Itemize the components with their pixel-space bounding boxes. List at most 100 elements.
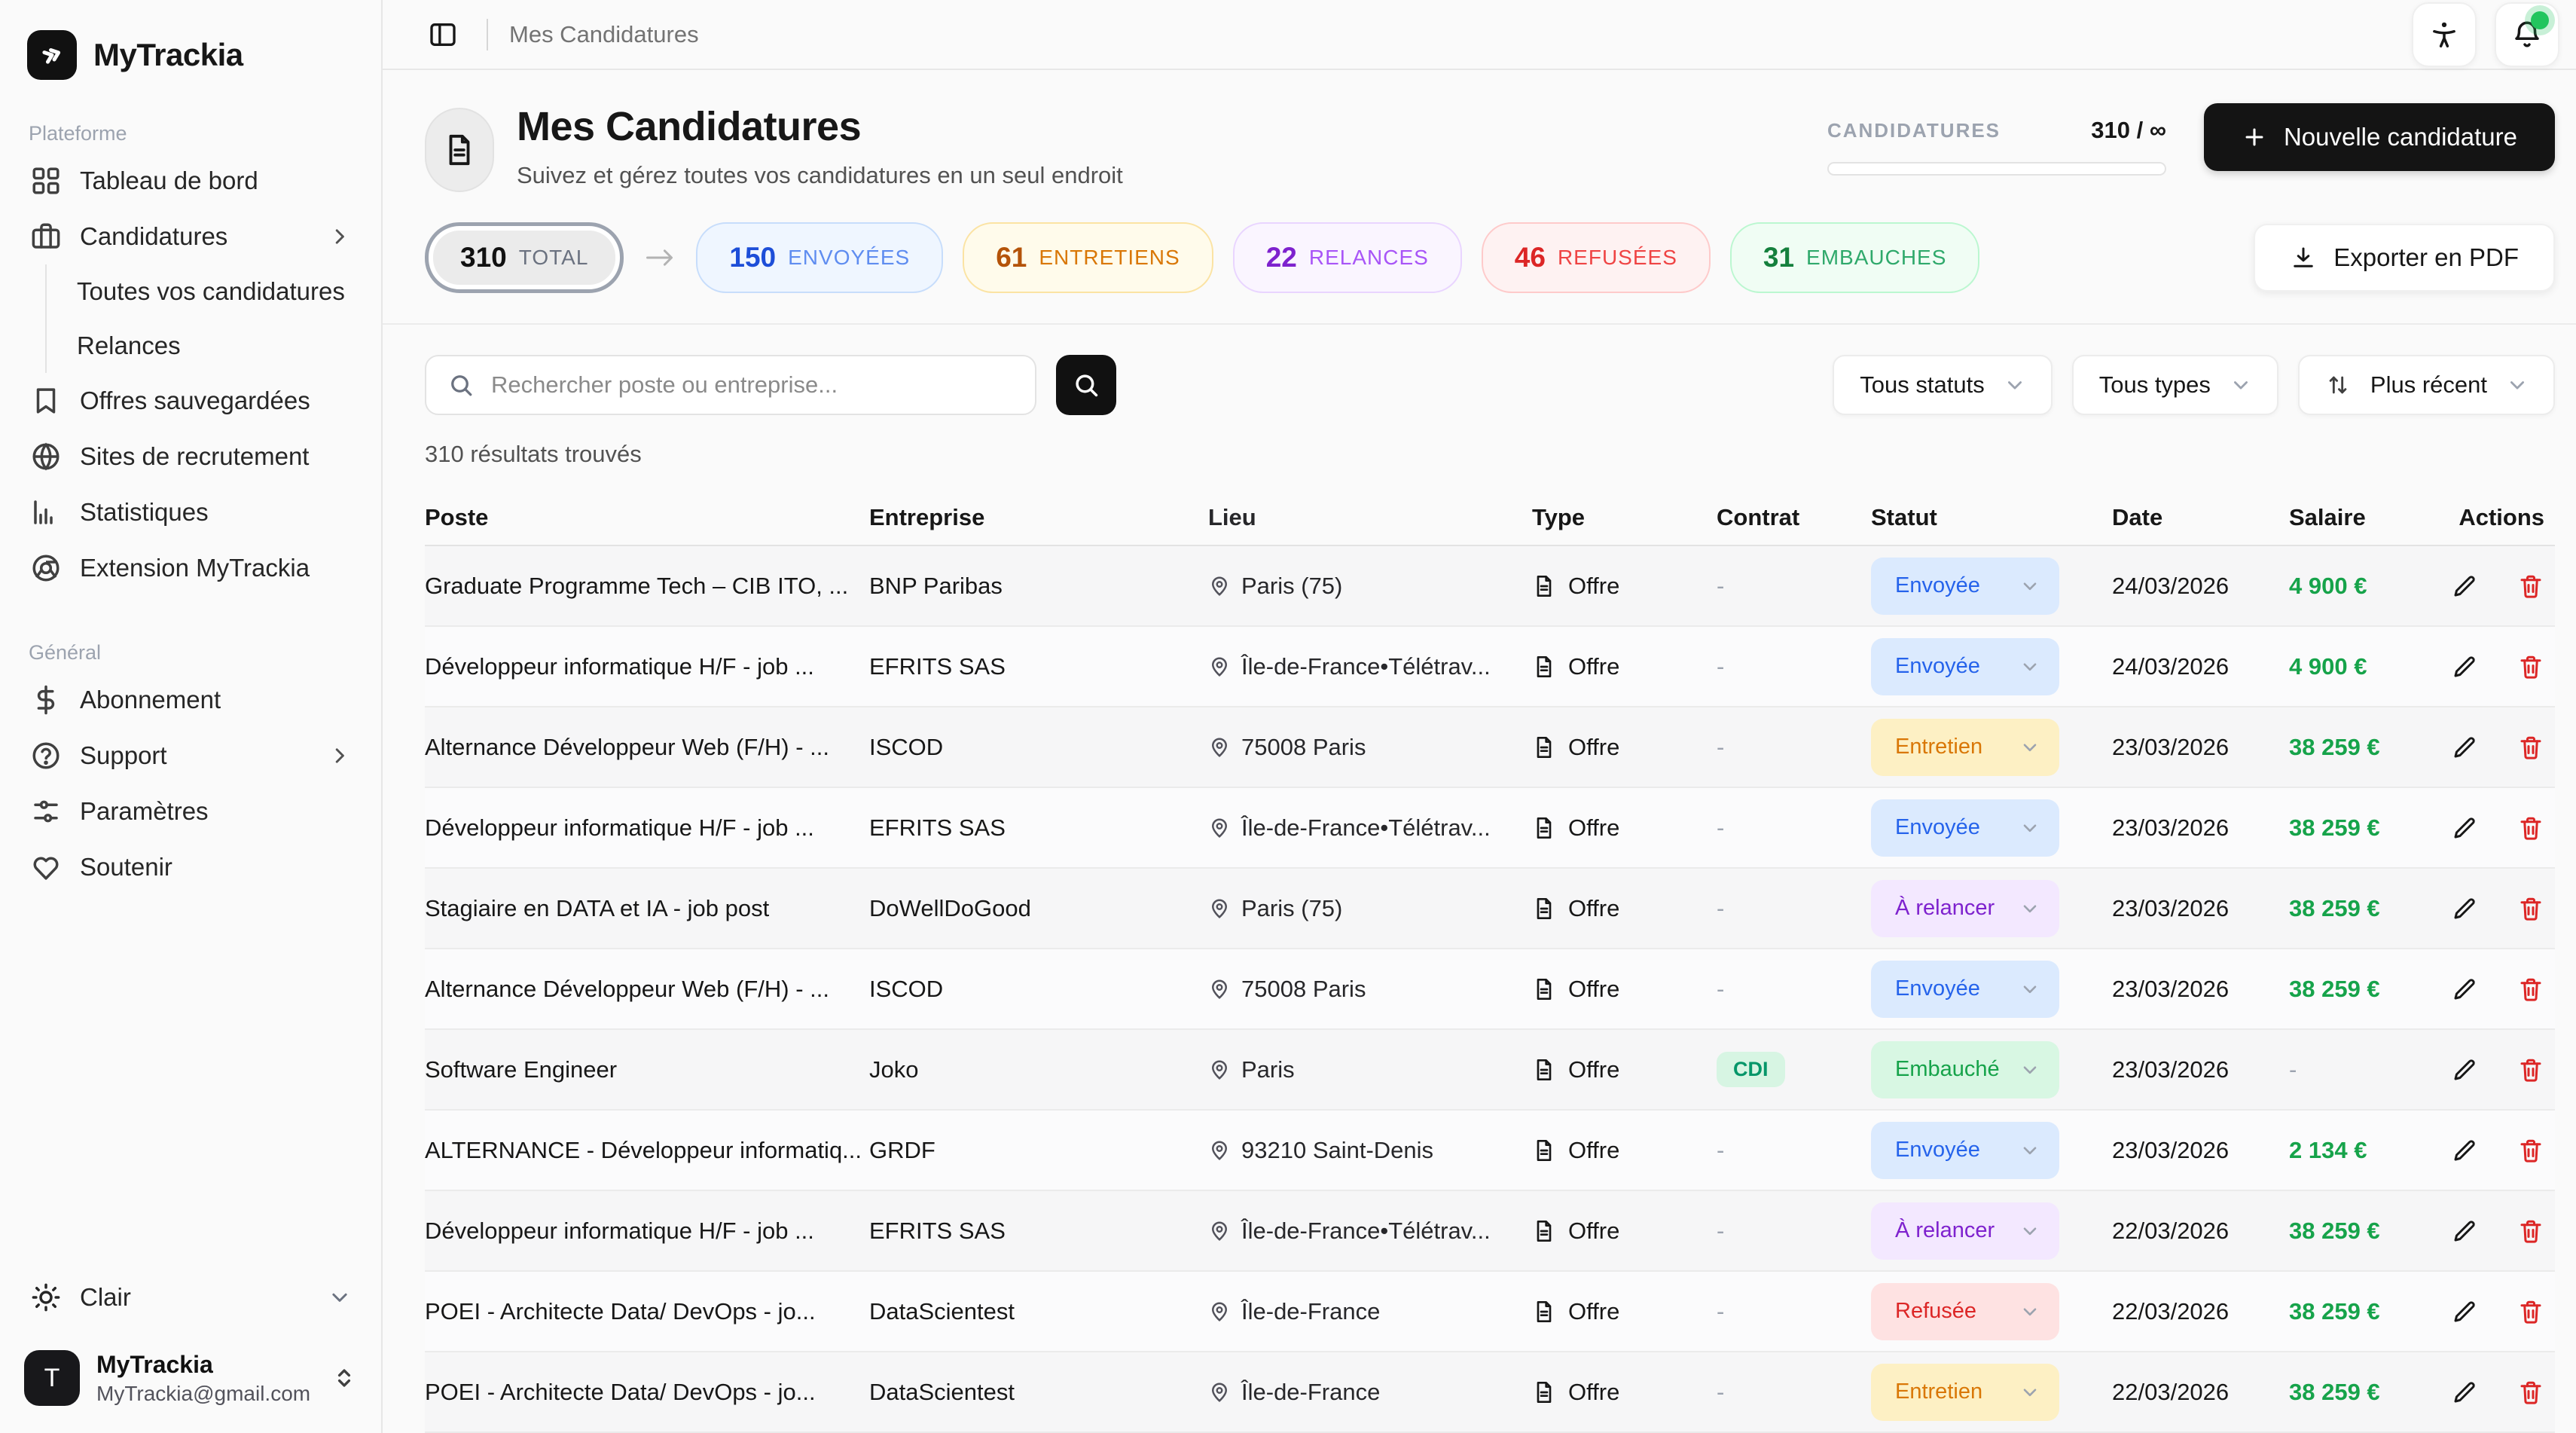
file-icon [1532, 897, 1556, 921]
edit-button[interactable] [2451, 653, 2478, 680]
table-row[interactable]: POEI - Architecte Data/ DevOps - jo... D… [425, 1272, 2555, 1352]
type-filter-select[interactable]: Tous types [2071, 355, 2278, 415]
map-pin-icon [1208, 1220, 1231, 1242]
theme-toggle[interactable]: Clair [18, 1269, 363, 1326]
cell-poste: Graduate Programme Tech – CIB ITO, ... [425, 572, 849, 599]
sidebar-item-dashboard[interactable]: Tableau de bord [18, 153, 363, 209]
edit-button[interactable] [2451, 734, 2478, 761]
accessibility-button[interactable] [2412, 2, 2477, 67]
table-row[interactable]: Software Engineer Joko Paris Offre CDI E… [425, 1030, 2555, 1111]
table-row[interactable]: Développeur informatique H/F - job ... E… [425, 788, 2555, 869]
status-dropdown[interactable]: Envoyée [1871, 799, 2059, 857]
edit-button[interactable] [2451, 1379, 2478, 1406]
sidebar-item-toutes-candidatures[interactable]: Toutes vos candidatures [77, 277, 345, 305]
applications-table: Poste Entreprise Lieu Type Contrat Statu… [425, 490, 2555, 1433]
delete-button[interactable] [2517, 1056, 2544, 1083]
status-dropdown[interactable]: Embauché [1871, 1040, 2059, 1098]
quota-label: CANDIDATURES [1827, 118, 2001, 142]
table-row[interactable]: Développeur informatique H/F - job ... E… [425, 627, 2555, 707]
status-dropdown[interactable]: À relancer [1871, 879, 2059, 937]
cell-statut: Embauché [1871, 1040, 2112, 1098]
cell-actions [2451, 1137, 2555, 1164]
sidebar-item-support[interactable]: Support [18, 728, 363, 784]
status-dropdown[interactable]: Entretien [1871, 1363, 2059, 1421]
chevron-down-icon [2004, 374, 2025, 396]
delete-button[interactable] [2517, 1137, 2544, 1164]
delete-button[interactable] [2517, 814, 2544, 842]
account-menu[interactable]: T MyTrackia MyTrackia@gmail.com [18, 1344, 363, 1412]
status-dropdown[interactable]: À relancer [1871, 1202, 2059, 1260]
col-header-date: Date [2112, 504, 2163, 530]
status-filter-select[interactable]: Tous statuts [1833, 355, 2053, 415]
cell-actions [2451, 734, 2555, 761]
chevron-down-icon [2020, 657, 2040, 677]
delete-button[interactable] [2517, 976, 2544, 1003]
map-pin-icon [1208, 575, 1231, 597]
sidebar-item-extension[interactable]: Extension MyTrackia [18, 540, 363, 596]
sort-select[interactable]: Plus récent [2297, 355, 2555, 415]
brand-block[interactable]: MyTrackia [18, 23, 363, 80]
table-row[interactable]: Développeur informatique H/F - job ... E… [425, 1191, 2555, 1272]
delete-button[interactable] [2517, 895, 2544, 922]
sidebar-item-soutenir[interactable]: Soutenir [18, 839, 363, 895]
edit-button[interactable] [2451, 1298, 2478, 1325]
delete-button[interactable] [2517, 734, 2544, 761]
export-pdf-button[interactable]: Exporter en PDF [2254, 224, 2555, 292]
edit-button[interactable] [2451, 895, 2478, 922]
delete-button[interactable] [2517, 1218, 2544, 1245]
edit-button[interactable] [2451, 1137, 2478, 1164]
edit-button[interactable] [2451, 976, 2478, 1003]
edit-button[interactable] [2451, 1218, 2478, 1245]
status-dropdown[interactable]: Entretien [1871, 718, 2059, 776]
table-row[interactable]: Graduate Programme Tech – CIB ITO, ... B… [425, 546, 2555, 627]
search-submit-button[interactable] [1056, 355, 1116, 415]
cell-type: Offre [1532, 734, 1717, 761]
file-icon [1532, 735, 1556, 759]
sidebar-toggle-button[interactable] [420, 12, 465, 57]
table-row[interactable]: Alternance Développeur Web (F/H) - ... I… [425, 949, 2555, 1030]
new-application-button[interactable]: Nouvelle candidature [2203, 103, 2555, 171]
file-icon [1532, 655, 1556, 679]
sidebar-item-sites-recrutement[interactable]: Sites de recrutement [18, 429, 363, 484]
sidebar-item-parametres[interactable]: Paramètres [18, 784, 363, 839]
delete-button[interactable] [2517, 573, 2544, 600]
cell-statut: Envoyée [1871, 799, 2112, 857]
edit-button[interactable] [2451, 814, 2478, 842]
sidebar-item-offres-sauvegardees[interactable]: Offres sauvegardées [18, 373, 363, 429]
file-icon [1532, 816, 1556, 840]
chevron-down-icon [2020, 1383, 2040, 1402]
page-doc-icon [425, 108, 494, 192]
delete-button[interactable] [2517, 653, 2544, 680]
search-input[interactable] [491, 371, 1014, 399]
map-pin-icon [1208, 897, 1231, 920]
table-row[interactable]: ALTERNANCE - Développeur informatiq... G… [425, 1111, 2555, 1191]
stats-row: 310 TOTAL 150 ENVOYÉES 61 ENTRETIENS 22 RELA… [383, 218, 2576, 325]
delete-button[interactable] [2517, 1298, 2544, 1325]
cell-entreprise: ISCOD [869, 975, 944, 1002]
cell-poste: Développeur informatique H/F - job ... [425, 652, 814, 680]
status-dropdown[interactable]: Refusée [1871, 1282, 2059, 1340]
cell-statut: Envoyée [1871, 637, 2112, 695]
map-pin-icon [1208, 655, 1231, 678]
sidebar-item-statistiques[interactable]: Statistiques [18, 484, 363, 540]
status-dropdown[interactable]: Envoyée [1871, 1121, 2059, 1179]
table-row[interactable]: Stagiaire en DATA et IA - job post DoWel… [425, 869, 2555, 949]
edit-button[interactable] [2451, 573, 2478, 600]
cell-entreprise: GRDF [869, 1136, 935, 1163]
table-row[interactable]: Alternance Développeur Web (F/H) - ... I… [425, 707, 2555, 788]
delete-button[interactable] [2517, 1379, 2544, 1406]
sidebar-item-relances[interactable]: Relances [77, 332, 181, 359]
sidebar-item-candidatures[interactable]: Candidatures [18, 209, 363, 264]
status-dropdown[interactable]: Envoyée [1871, 960, 2059, 1018]
cell-contrat: - [1717, 572, 1725, 599]
table-row[interactable]: POEI - Architecte Data/ DevOps - jo... D… [425, 1352, 2555, 1433]
sidebar-item-abonnement[interactable]: Abonnement [18, 672, 363, 728]
status-dropdown[interactable]: Envoyée [1871, 557, 2059, 615]
notifications-button[interactable] [2495, 2, 2559, 67]
status-dropdown[interactable]: Envoyée [1871, 637, 2059, 695]
cell-lieu: Île-de-France [1208, 1298, 1532, 1325]
col-header-contrat: Contrat [1717, 504, 1800, 530]
main-content: Mes Candidatures Mes Candidatures Suivez… [383, 0, 2576, 1433]
edit-button[interactable] [2451, 1056, 2478, 1083]
topbar: Mes Candidatures [383, 0, 2576, 70]
